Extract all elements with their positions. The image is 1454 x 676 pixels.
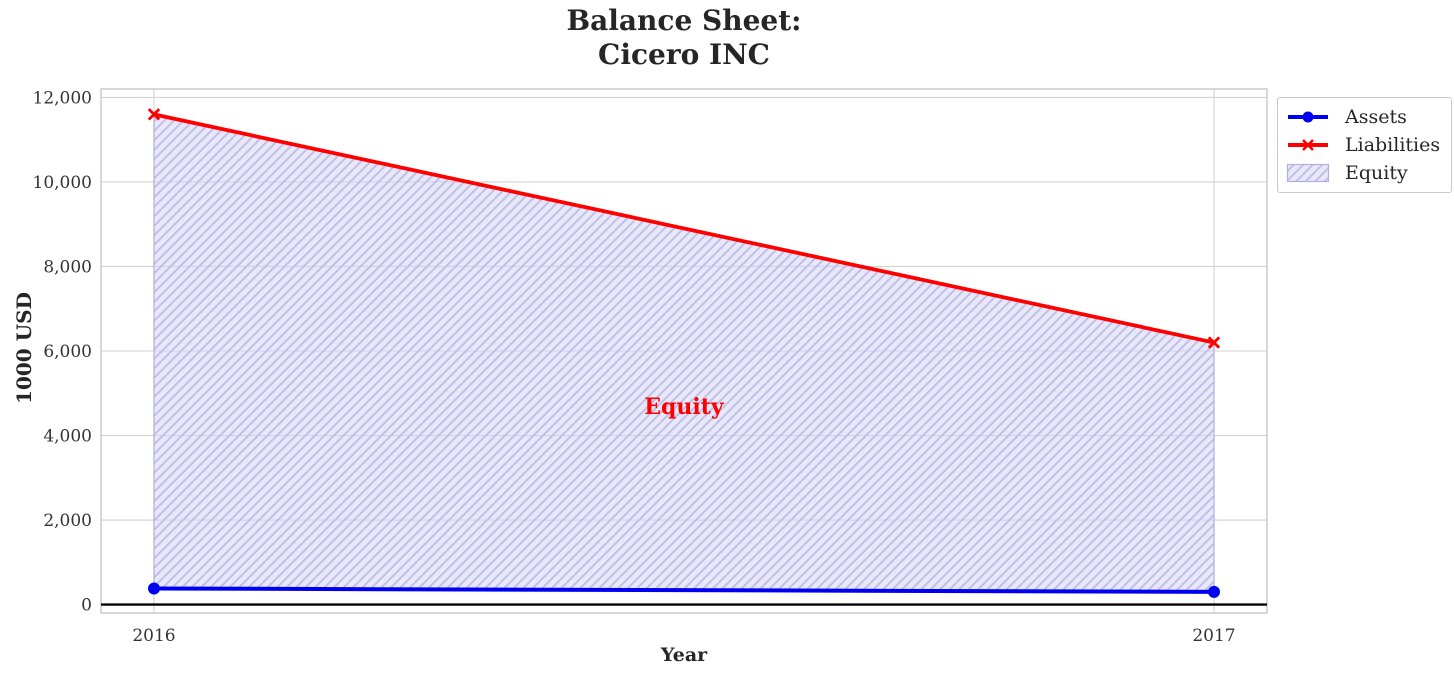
chart-title-line-1: Balance Sheet:	[566, 4, 802, 37]
assets-line-icon	[1288, 111, 1328, 123]
liabilities-x-marker	[1207, 336, 1221, 349]
svg-text:2,000: 2,000	[43, 511, 92, 531]
x-axis-label: Year	[660, 644, 708, 666]
legend-label-liabilities: Liabilities	[1345, 134, 1441, 156]
x-tick-labels: 2016 2017	[132, 626, 1235, 646]
assets-dot-marker	[1208, 585, 1220, 598]
svg-text:4,000: 4,000	[43, 427, 92, 447]
assets-line	[148, 582, 1220, 598]
svg-text:6,000: 6,000	[43, 342, 92, 362]
chart-title: Balance Sheet: Cicero INC	[101, 4, 1267, 72]
legend-item-equity: Equity	[1286, 161, 1440, 185]
liabilities-line	[147, 108, 1221, 349]
equity-hatch-icon	[1286, 163, 1330, 183]
svg-text:0: 0	[81, 596, 92, 616]
assets-dot-marker	[148, 582, 160, 595]
legend-label-assets: Assets	[1345, 106, 1407, 128]
plot-border	[100, 88, 1268, 614]
chart-title-line-2: Cicero INC	[598, 38, 770, 71]
legend: Assets Liabilities Equity	[1277, 97, 1453, 193]
svg-text:2017: 2017	[1192, 626, 1235, 646]
legend-label-equity: Equity	[1345, 162, 1408, 184]
svg-text:10,000: 10,000	[33, 173, 92, 193]
equity-annotation: Equity	[644, 394, 725, 420]
equity-area	[153, 113, 1215, 593]
svg-text:12,000: 12,000	[33, 88, 92, 108]
liabilities-x-marker	[147, 108, 161, 121]
legend-item-liabilities: Liabilities	[1286, 133, 1440, 157]
svg-text:8,000: 8,000	[43, 257, 92, 277]
legend-item-assets: Assets	[1286, 105, 1440, 129]
liabilities-line-icon	[1288, 139, 1328, 151]
y-tick-labels: 0 2,000 4,000 6,000 8,000 10,000 12,000	[33, 88, 92, 615]
svg-text:2016: 2016	[132, 626, 175, 646]
